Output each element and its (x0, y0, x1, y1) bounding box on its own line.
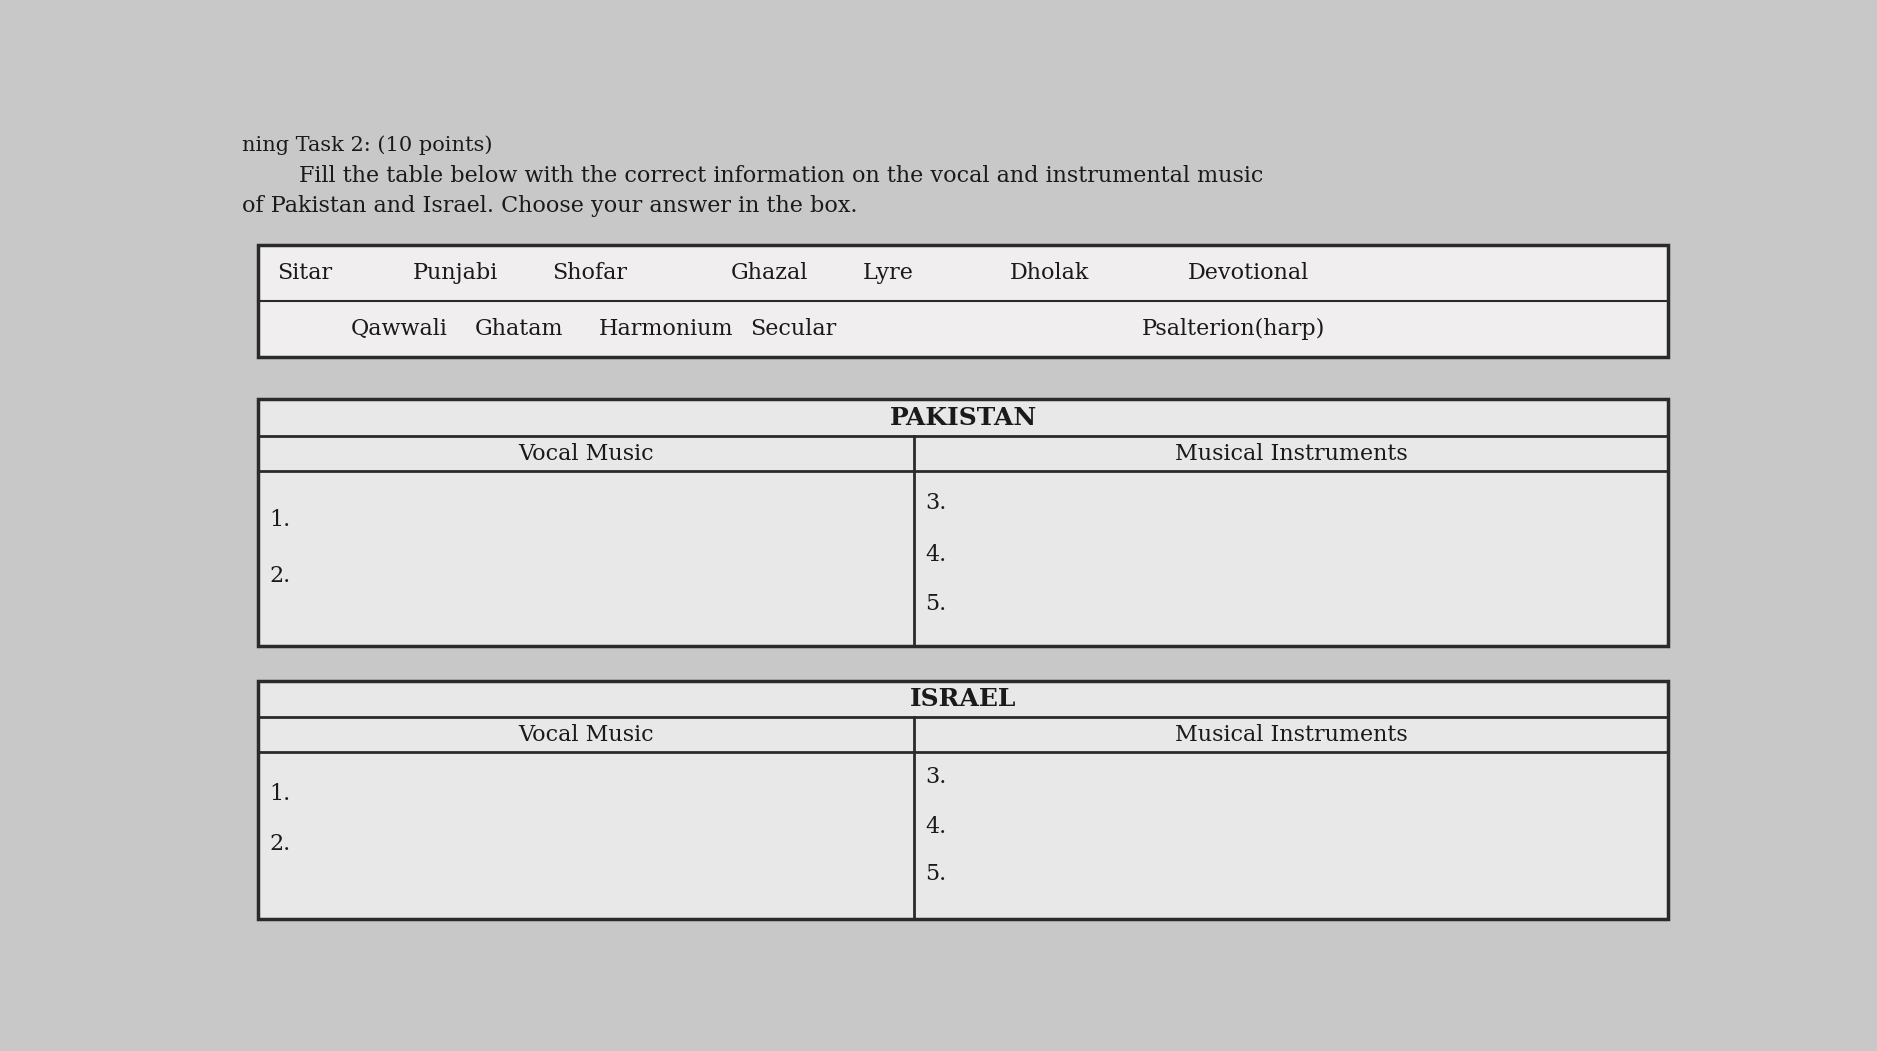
Text: of Pakistan and Israel. Choose your answer in the box.: of Pakistan and Israel. Choose your answ… (242, 195, 858, 218)
Text: Dholak: Dholak (1010, 263, 1089, 285)
Text: Punjabi: Punjabi (413, 263, 497, 285)
Text: 4.: 4. (925, 817, 946, 839)
Text: 4.: 4. (925, 544, 946, 566)
Text: Musical Instruments: Musical Instruments (1175, 724, 1408, 746)
Text: 1.: 1. (270, 509, 291, 531)
Text: 3.: 3. (925, 766, 946, 788)
Text: Lyre: Lyre (862, 263, 914, 285)
Text: Ghazal: Ghazal (730, 263, 807, 285)
Text: ISRAEL: ISRAEL (910, 687, 1015, 710)
Text: Shofar: Shofar (552, 263, 627, 285)
Text: Secular: Secular (751, 318, 837, 341)
Bar (257, 399, 1669, 646)
Text: Musical Instruments: Musical Instruments (1175, 442, 1408, 465)
Text: ning Task 2: (10 points): ning Task 2: (10 points) (242, 136, 494, 156)
Text: 5.: 5. (925, 863, 946, 885)
Bar (257, 246, 1669, 357)
Text: 5.: 5. (925, 593, 946, 615)
Text: Harmonium: Harmonium (599, 318, 734, 341)
Text: 3.: 3. (925, 492, 946, 514)
Text: PAKISTAN: PAKISTAN (890, 406, 1036, 430)
Text: Vocal Music: Vocal Music (518, 724, 653, 746)
Text: Vocal Music: Vocal Music (518, 442, 653, 465)
Text: Qawwali: Qawwali (351, 318, 449, 341)
Text: Sitar: Sitar (278, 263, 332, 285)
Text: 2.: 2. (270, 833, 291, 856)
Text: Fill the table below with the correct information on the vocal and instrumental : Fill the table below with the correct in… (242, 165, 1263, 187)
Text: 1.: 1. (270, 783, 291, 805)
Text: Ghatam: Ghatam (475, 318, 563, 341)
Text: Devotional: Devotional (1188, 263, 1308, 285)
Text: Psalterion(harp): Psalterion(harp) (1141, 318, 1325, 341)
Text: 2.: 2. (270, 565, 291, 586)
Bar (257, 680, 1669, 920)
